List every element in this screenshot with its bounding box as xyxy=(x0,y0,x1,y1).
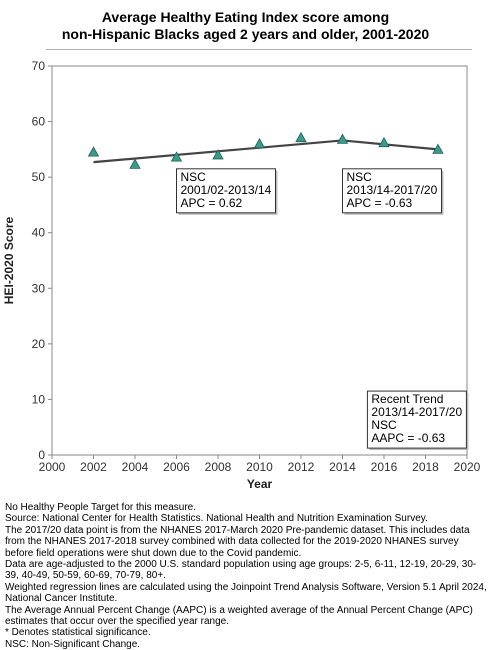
footnote: Weighted regression lines are calculated… xyxy=(5,581,487,605)
y-tick-label: 10 xyxy=(32,392,46,406)
data-point xyxy=(295,131,307,143)
y-axis-title: HEI-2020 Score xyxy=(2,216,16,304)
annotation-text: Recent Trend xyxy=(371,392,443,406)
y-tick-label: 40 xyxy=(32,226,46,240)
y-tick-label: 50 xyxy=(32,170,46,184)
annotation-text: APC = -0.63 xyxy=(347,196,413,210)
x-tick-label: 2012 xyxy=(288,460,315,474)
annotation-box xyxy=(366,390,467,449)
annotation-text: 2013/14-2017/20 xyxy=(347,183,438,197)
footnotes: No Healthy People Target for this measur… xyxy=(5,502,487,650)
x-tick-label: 2018 xyxy=(412,460,439,474)
footnote: Source: National Center for Health Stati… xyxy=(5,513,428,525)
y-tick-label: 0 xyxy=(38,448,45,462)
footnote: NSC: Non-Significant Change. xyxy=(5,638,141,650)
annotation-text: NSC xyxy=(371,418,397,432)
x-tick-label: 2020 xyxy=(454,460,481,474)
data-point xyxy=(253,137,266,149)
y-tick-label: 30 xyxy=(32,281,46,295)
annotation-text: 2013/14-2017/20 xyxy=(371,405,462,419)
y-tick-label: 20 xyxy=(32,337,46,351)
y-tick-label: 70 xyxy=(32,59,46,73)
data-point xyxy=(212,149,224,160)
x-tick-label: 2016 xyxy=(371,460,398,474)
footnote: The 2017/20 data point is from the NHANE… xyxy=(5,524,470,559)
annotation-text: NSC xyxy=(181,170,207,184)
footnote: Data are age-adjusted to the 2000 U.S. s… xyxy=(5,559,477,582)
data-point xyxy=(129,158,141,169)
x-tick-label: 2000 xyxy=(39,460,66,474)
x-tick-label: 2010 xyxy=(246,460,273,474)
x-tick-label: 2004 xyxy=(122,460,149,474)
x-axis-title: Year xyxy=(247,477,273,491)
x-tick-label: 2008 xyxy=(205,460,232,474)
data-point xyxy=(170,151,183,162)
title-divider xyxy=(46,49,472,50)
footnote: No Healthy People Target for this measur… xyxy=(5,502,197,513)
chart-title: Average Healthy Eating Index score among… xyxy=(0,9,491,43)
data-point xyxy=(432,143,444,154)
footnote: The Average Annual Percent Change (AAPC)… xyxy=(5,604,473,628)
y-tick-label: 60 xyxy=(32,115,46,129)
annotation-box xyxy=(176,168,276,214)
annotation-box xyxy=(342,168,442,214)
footnote: * Denotes statistical significance. xyxy=(5,627,151,639)
data-point xyxy=(378,136,390,148)
annotation-text: APC = 0.62 xyxy=(181,196,243,210)
annotation-text: 2001/02-2013/14 xyxy=(181,183,272,197)
annotation-text: NSC xyxy=(347,170,373,184)
chart-title-line-2: non-Hispanic Blacks aged 2 years and old… xyxy=(61,26,430,42)
data-point xyxy=(87,146,100,157)
x-tick-label: 2006 xyxy=(163,460,190,474)
x-tick-label: 2014 xyxy=(329,460,356,474)
data-point xyxy=(336,133,349,144)
chart-title-line-1: Average Healthy Eating Index score among xyxy=(101,9,390,25)
annotation-text: AAPC = -0.63 xyxy=(371,431,445,445)
chart-plot: 0 10 20 30 40 50 60 70 2000 2002 2004 2006 2008 2010 2… xyxy=(2,59,481,491)
x-tick-label: 2002 xyxy=(80,460,107,474)
